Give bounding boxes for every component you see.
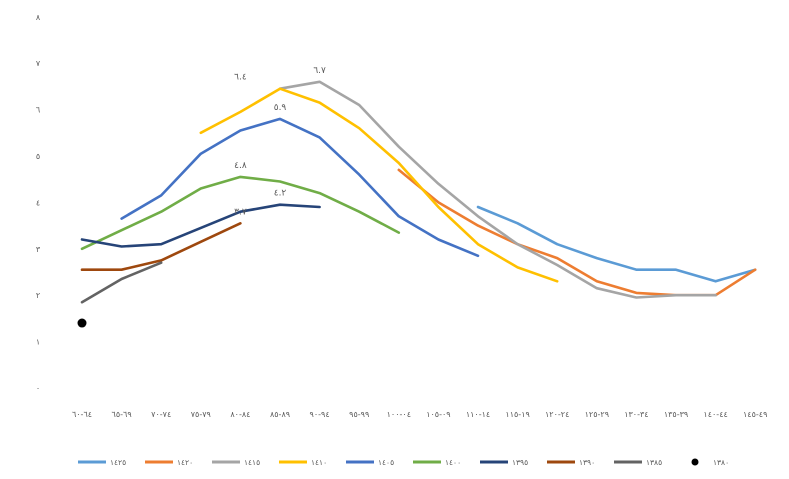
y-tick-label: ٥	[36, 152, 40, 161]
y-tick-label: ٦	[36, 106, 40, 115]
data-labels: ٦.٧ ٦.٤ ٥.٩ ٤.٨ ٤.٢ ٣.٧	[234, 66, 326, 218]
x-tick-label: ٢٤-١٢٠	[545, 410, 569, 419]
series-line	[80, 203, 321, 248]
x-tick-label: ٨٩-٨٥	[270, 410, 290, 419]
x-tick-label: ٠٩-١٠٥	[426, 410, 450, 419]
data-label: ٤.٢	[274, 189, 287, 199]
series-line	[80, 222, 242, 271]
y-tick-label: ١	[36, 338, 40, 347]
legend-label: ١٣٩٥	[512, 458, 528, 467]
legend-label: ١٣٨٠	[713, 458, 729, 467]
series-line	[80, 175, 401, 251]
legend-label: ١٣٩٠	[579, 458, 595, 467]
x-tick-label: ٠٤-١٠٠	[387, 410, 411, 419]
series-line	[199, 87, 559, 283]
x-tick-label: ٦٩-٦٥	[112, 410, 132, 419]
legend-label: ١٤٠٠	[445, 458, 461, 467]
legend-marker	[691, 458, 699, 466]
series-point	[77, 318, 87, 328]
x-tick-label: ٤٩-١٤٥	[743, 410, 767, 419]
x-tick-label: ٨٤-٨٠	[230, 410, 250, 419]
y-tick-label: ٢	[36, 291, 40, 300]
legend-label: ١٤١٠	[311, 458, 327, 467]
series-lines	[80, 80, 757, 304]
legend: ١٤٢٥ ١٤٢٠ ١٤١٥ ١٤١٠ ١٤٠٥ ١٤٠٠ ١٣٩٥ ١٣٩٠ ١٣٨٥ ١٣٨٠	[78, 458, 729, 467]
data-label: ٦.٤	[234, 73, 247, 83]
data-label: ٣.٧	[234, 207, 247, 217]
data-label: ٤.٨	[234, 161, 247, 171]
y-tick-label: ٣	[36, 245, 41, 254]
y-tick-label: ٧	[36, 59, 41, 68]
series-line	[476, 205, 757, 283]
legend-label: ١٤٠٥	[378, 458, 394, 467]
y-tick-label: ٠	[36, 384, 40, 393]
series-line	[278, 80, 717, 299]
x-tick-label: ١٤-١١٠	[466, 410, 490, 419]
y-tick-label: ٨	[36, 13, 41, 22]
x-tick-label: ٧٤-٧٠	[151, 410, 171, 419]
series-line	[80, 261, 163, 304]
x-tick-label: ٩٩-٩٥	[349, 410, 369, 419]
y-axis-ticks: ٠ ١ ٢ ٣ ٤ ٥ ٦ ٧ ٨	[36, 13, 41, 393]
x-tick-label: ١٩-١١٥	[505, 410, 529, 419]
x-tick-label: ٩٤-٩٠	[310, 410, 330, 419]
data-label: ٥.٩	[274, 103, 287, 113]
legend-label: ١٤٢٥	[110, 458, 126, 467]
point-marks	[77, 318, 87, 328]
legend-label: ١٤١٥	[244, 458, 260, 467]
x-tick-label: ٧٩-٧٥	[191, 410, 211, 419]
x-tick-label: ٣٩-١٣٥	[664, 410, 688, 419]
legend-label: ١٤٢٠	[177, 458, 193, 467]
series-line	[120, 117, 480, 258]
legend-label: ١٣٨٥	[646, 458, 662, 467]
x-axis-ticks: ٦٤-٦٠ ٦٩-٦٥ ٧٤-٧٠ ٧٩-٧٥ ٨٤-٨٠ ٨٩-٨٥ ٩٤-٩٠ ٩٩-٩٥…	[72, 410, 767, 419]
x-tick-label: ٦٤-٦٠	[72, 410, 92, 419]
data-label: ٦.٧	[313, 66, 326, 76]
x-tick-label: ٣٤-١٣٠	[624, 410, 648, 419]
x-tick-label: ٤٤-١٤٠	[703, 410, 727, 419]
y-tick-label: ٤	[36, 198, 40, 207]
x-tick-label: ٢٩-١٢٥	[585, 410, 609, 419]
